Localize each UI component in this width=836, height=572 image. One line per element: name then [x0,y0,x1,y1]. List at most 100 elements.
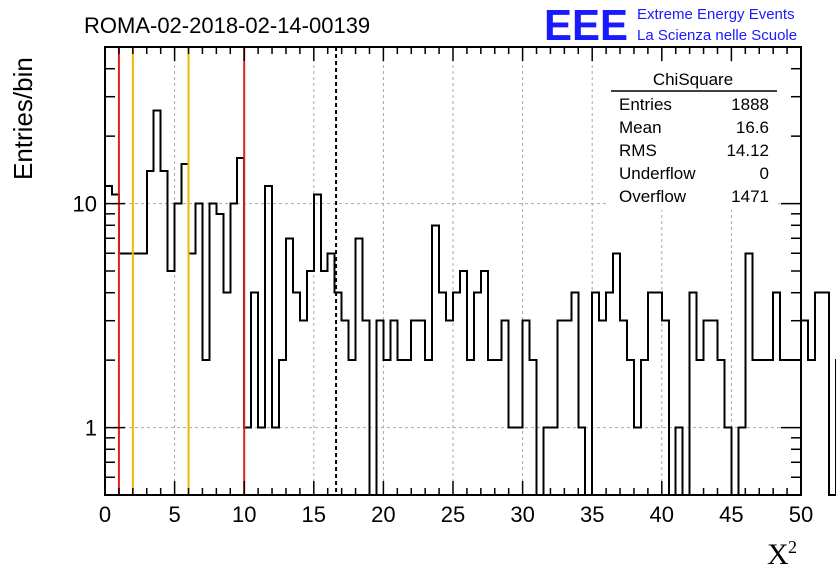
histogram-bin [516,428,523,495]
histogram-bin [300,321,307,495]
y-tick-label: 1 [85,416,97,441]
histogram-bin [488,360,495,495]
histogram-bin [376,321,383,495]
histogram-bin [822,293,829,495]
histogram-bin [119,253,126,495]
histogram-bin [599,321,606,495]
eee-logo-line1: Extreme Energy Events [637,6,795,23]
x-tick-label: 5 [168,502,180,527]
histogram-bin [481,271,488,495]
histogram-bin [738,428,745,495]
stats-row-label: Underflow [619,164,696,183]
histogram-bin [279,360,286,495]
histogram-bin [404,360,411,495]
histogram-bin [704,321,711,495]
eee-logo-line2: La Scienza nelle Scuole [637,27,797,44]
histogram-bin [564,321,571,495]
histogram-bin [307,271,314,495]
histogram-bin [286,238,293,495]
x-tick-label: 10 [232,502,256,527]
x-axis-label-superscript: 2 [788,537,797,557]
histogram-bin [474,293,481,495]
histogram-bin [175,204,182,495]
histogram-bin [230,204,237,495]
histogram-bin [467,360,474,495]
histogram-bin [432,225,439,495]
histogram-bin [495,360,502,495]
x-tick-label: 35 [580,502,604,527]
y-tick-labels: 1 10 [73,192,97,441]
histogram-bin [523,321,530,495]
histogram-bin [439,293,446,495]
histogram-bin [154,111,161,495]
x-axis-label-base: X [767,538,789,571]
histogram-bin [557,321,564,495]
histogram-bin [648,293,655,495]
stats-row-label: Overflow [619,187,687,206]
histogram-bin [606,293,613,495]
x-axis-label: X 2 [767,537,797,571]
x-tick-label: 20 [371,502,395,527]
histogram-bin [161,171,168,495]
histogram-bin [418,321,425,495]
histogram-bin [662,321,669,495]
x-tick-label: 30 [510,502,534,527]
histogram-bin [363,321,370,495]
histogram-bin [189,253,196,495]
x-tick-label: 0 [99,502,111,527]
stats-rows: Entries 1888 Mean 16.6 RMS 14.12 Underflow 0 Ove… [619,95,769,206]
histogram-bin [460,271,467,495]
histogram-bin [550,428,557,495]
histogram-bin [383,360,390,495]
histogram-bin [147,171,154,495]
y-axis-label: Entries/bin [8,57,38,180]
histogram-bin [216,214,223,495]
histogram-bin [613,253,620,495]
histogram-bin [390,321,397,495]
histogram-bin [808,360,815,495]
histogram-bin [690,293,697,495]
stats-row-value: 1471 [731,187,769,206]
stats-row-label: RMS [619,141,657,160]
histogram-bin [328,253,335,495]
histogram-bin [453,293,460,495]
histogram-bin [195,204,202,495]
histogram-bin [321,271,328,495]
histogram-bin [641,360,648,495]
histogram-bin [530,360,537,495]
x-tick-labels: 0 5 10 15 20 25 30 35 40 45 50 [99,502,813,527]
stats-box-name: ChiSquare [653,70,733,89]
histogram-bin [251,293,258,495]
plot-frame [104,46,802,496]
histogram-bin [202,360,209,495]
histogram-bin [272,428,279,495]
histogram-bin [766,360,773,495]
histogram-bin [168,271,175,495]
histogram-bin [815,293,822,495]
histogram-bin [425,360,432,495]
stats-row-label: Entries [619,95,672,114]
histogram-bin [133,253,140,495]
y-tick-label: 10 [73,192,97,217]
histogram-bin [759,360,766,495]
x-tick-label: 50 [789,502,813,527]
histogram-bin [244,428,251,495]
x-tick-label: 45 [719,502,743,527]
histogram-bin [182,164,189,495]
stats-box-background [606,64,778,210]
histogram-bin [724,428,731,495]
histogram-bin [237,158,244,495]
stats-box: ChiSquare Entries 1888 Mean 16.6 RMS 14.12 Und… [606,64,778,210]
histogram-bin [349,360,356,495]
histogram-bin [620,321,627,495]
histogram-bin [773,293,780,495]
histogram-bin [676,428,683,495]
histogram-outline [104,109,836,496]
histogram-bin [397,360,404,495]
histogram-bin [627,360,634,495]
histogram-bin [411,321,418,495]
x-tick-label: 25 [441,502,465,527]
histogram-bin [223,293,230,495]
x-tick-label: 15 [302,502,326,527]
